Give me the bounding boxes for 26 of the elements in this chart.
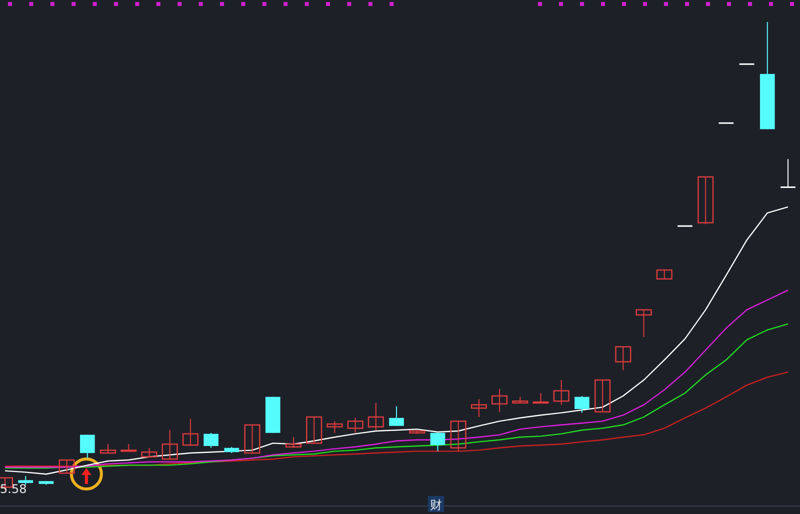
candlestick bbox=[615, 346, 632, 371]
candlestick bbox=[698, 176, 714, 225]
candlestick bbox=[306, 416, 322, 444]
candlestick bbox=[326, 420, 343, 434]
candlestick bbox=[347, 417, 364, 434]
annotation: 5.58 bbox=[0, 482, 27, 496]
candlestick bbox=[204, 432, 218, 448]
candlestick bbox=[80, 434, 95, 459]
text: 财 bbox=[430, 498, 442, 512]
candlestick bbox=[162, 430, 178, 460]
candlestick bbox=[574, 395, 590, 414]
candlestick bbox=[553, 380, 570, 406]
candlestick bbox=[368, 402, 384, 431]
candlestick bbox=[636, 309, 652, 338]
candlestick bbox=[389, 406, 404, 426]
candlestick bbox=[182, 418, 198, 447]
candlestick bbox=[532, 392, 549, 404]
candlestick bbox=[470, 398, 487, 418]
candlestick bbox=[780, 158, 796, 188]
candlestick bbox=[450, 420, 466, 452]
candlestick bbox=[430, 432, 446, 452]
candlestick bbox=[285, 436, 302, 448]
candlestick bbox=[58, 459, 75, 474]
candlestick bbox=[594, 379, 611, 412]
candlestick bbox=[244, 424, 260, 454]
candlestick bbox=[492, 388, 508, 412]
